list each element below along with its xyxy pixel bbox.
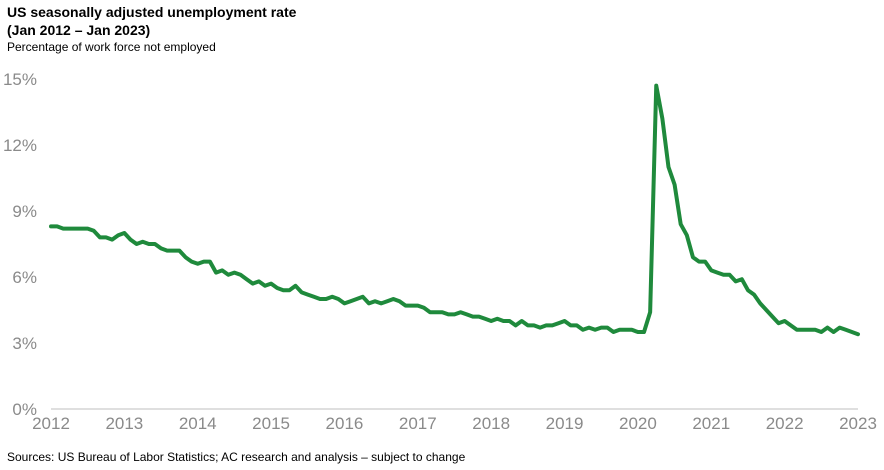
x-tick-label: 2015	[252, 414, 290, 433]
y-tick-label: 3%	[12, 334, 37, 353]
x-tick-label: 2023	[839, 414, 877, 433]
x-tick-label: 2014	[179, 414, 217, 433]
unemployment-rate-line	[49, 83, 860, 337]
x-tick-label: 2020	[619, 414, 657, 433]
x-axis: 2012 2013 2014 2015 2016 2017 2018 2019 2020 2021…	[32, 414, 877, 433]
x-tick-label: 2012	[32, 414, 70, 433]
y-tick-label: 15%	[3, 70, 37, 89]
x-tick-label: 2019	[546, 414, 584, 433]
chart-title-line-1: US seasonally adjusted unemployment rate	[7, 4, 297, 20]
line-chart: 0%3%6%9%12%15% 2012 2013 2014 2015 2016 2017 2…	[3, 70, 877, 433]
x-tick-label: 2017	[399, 414, 437, 433]
x-tick-label: 2022	[766, 414, 804, 433]
y-tick-label: 12%	[3, 136, 37, 155]
x-tick-label: 2021	[692, 414, 730, 433]
y-tick-label: 9%	[12, 202, 37, 221]
y-tick-label: 0%	[12, 400, 37, 419]
chart-title-line-2: (Jan 2012 – Jan 2023)	[7, 22, 151, 38]
y-axis: 0% 3% 6% 9% 12% 15%	[3, 70, 37, 419]
x-tick-label: 2016	[326, 414, 364, 433]
chart-title: US seasonally adjusted unemployment rate…	[7, 3, 296, 39]
y-tick-label: 6%	[12, 268, 37, 287]
chart-subtitle: Percentage of work force not employed	[7, 40, 216, 54]
x-tick-label: 2013	[105, 414, 143, 433]
source-note: Sources: US Bureau of Labor Statistics; …	[7, 450, 466, 464]
x-tick-label: 2018	[472, 414, 510, 433]
